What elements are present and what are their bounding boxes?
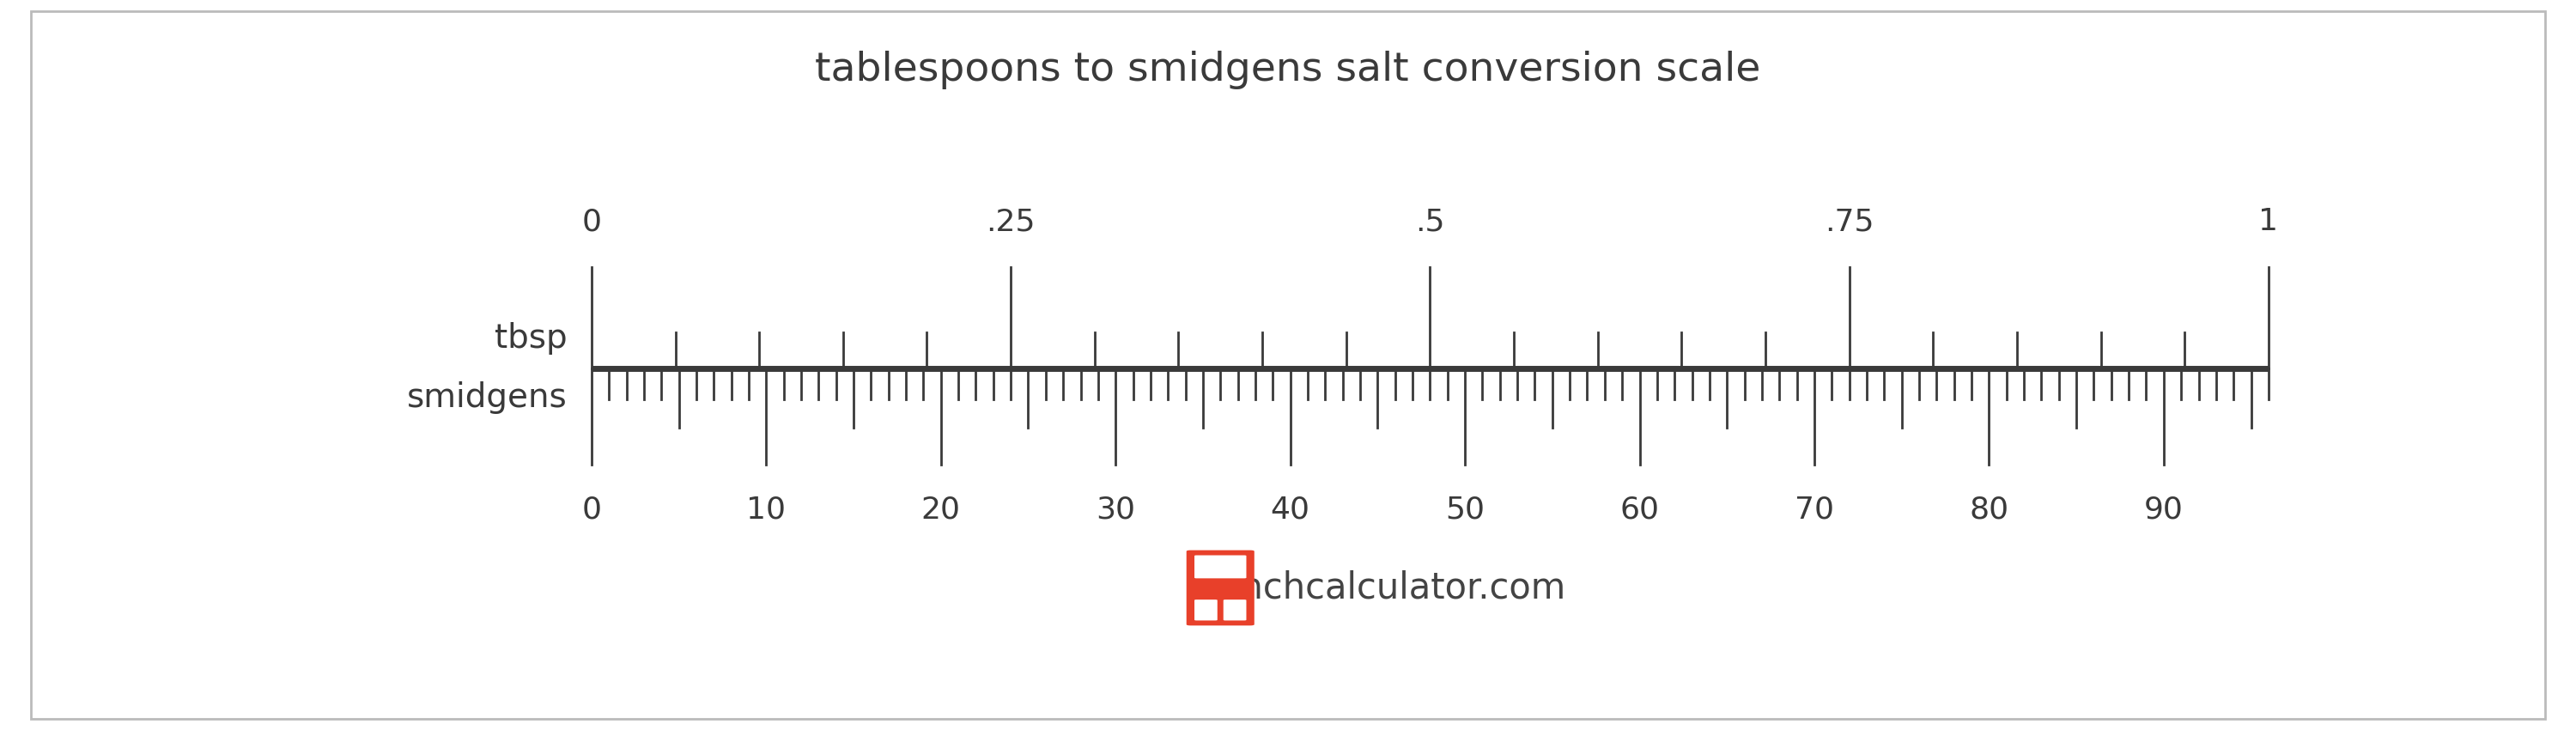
Text: 80: 80 [1968, 495, 2009, 524]
Text: 90: 90 [2143, 495, 2184, 524]
Text: 50: 50 [1445, 495, 1484, 524]
FancyBboxPatch shape [1224, 599, 1247, 620]
Text: smidgens: smidgens [407, 381, 567, 414]
Text: 40: 40 [1270, 495, 1311, 524]
Text: 0: 0 [582, 495, 600, 524]
Text: .25: .25 [987, 207, 1036, 237]
Text: 60: 60 [1620, 495, 1659, 524]
Text: 30: 30 [1095, 495, 1136, 524]
FancyBboxPatch shape [1195, 599, 1218, 620]
FancyBboxPatch shape [1188, 550, 1255, 626]
Text: tbsp: tbsp [495, 322, 567, 355]
Text: 1: 1 [2259, 207, 2277, 237]
Text: 70: 70 [1795, 495, 1834, 524]
Text: 20: 20 [922, 495, 961, 524]
Text: 0: 0 [582, 207, 600, 237]
FancyBboxPatch shape [1195, 556, 1247, 578]
Text: 10: 10 [747, 495, 786, 524]
Text: .75: .75 [1824, 207, 1873, 237]
Text: .5: .5 [1414, 207, 1445, 237]
Text: inchcalculator.com: inchcalculator.com [1231, 570, 1566, 606]
Text: tablespoons to smidgens salt conversion scale: tablespoons to smidgens salt conversion … [814, 51, 1762, 90]
